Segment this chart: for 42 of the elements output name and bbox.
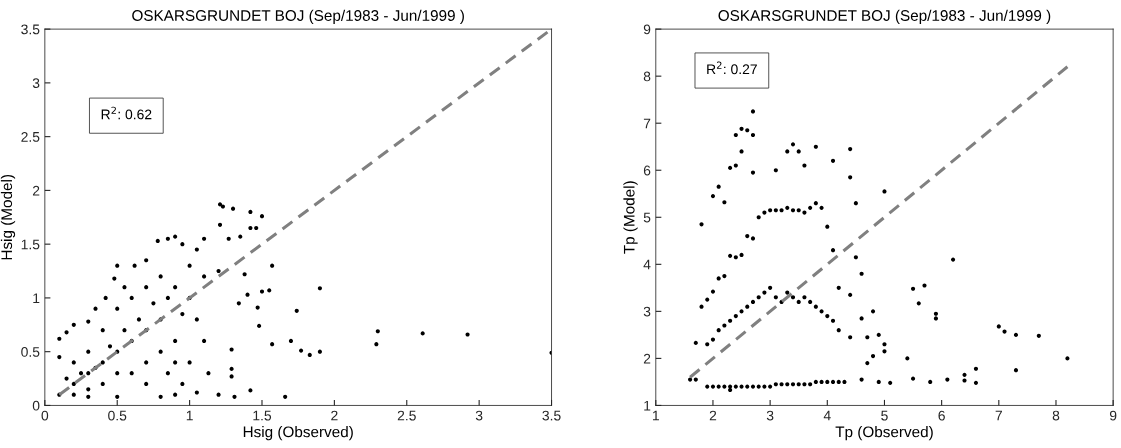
x-tick-label: 5 [881,410,888,421]
x-tick-label: 3.5 [542,410,561,421]
x-tick-label: 3 [766,410,774,421]
y-tick-label: 2.5 [21,131,40,142]
x-tick-label: 8 [1052,410,1060,421]
x-tick-label: 6 [938,410,945,421]
x-tick-label: 2 [709,410,717,421]
y-tick-label: 1 [644,400,651,411]
y-tick-label: 4 [643,259,651,270]
x-tick-label: 1.5 [253,410,272,421]
y-tick-label: 0 [32,400,40,411]
x-tick-label: 1 [186,410,193,421]
y-tick-label: 8 [643,71,651,82]
x-tick-label: 9 [1109,410,1117,421]
x-axis-title: Tp (Observed) [835,426,933,441]
x-tick-label: 1 [652,410,659,421]
annotation: R$^{2}$: 0.27 [707,61,757,75]
x-tick-label: 0 [41,410,49,421]
x-axis-title: Hsig (Observed) [243,426,353,441]
y-tick-label: 6 [643,165,651,176]
y-tick-label: 3 [643,306,651,317]
y-tick-label: 5 [643,212,651,223]
chart-title: OSKARSGRUNDET BOJ (Sep/1983 - Jun/1999 ) [718,9,1051,24]
y-tick-label: 1 [33,293,40,303]
x-tick-label: 4 [823,410,831,421]
y-tick-label: 9 [643,24,651,35]
x-tick-label: 2 [331,410,338,421]
y-tick-label: 7 [643,118,651,129]
y-axis-title: Tp (Model) [623,181,638,254]
y-tick-label: 2 [32,185,40,196]
x-tick-label: 0.5 [108,410,127,421]
x-tick-label: 2.5 [397,410,416,421]
x-tick-label: 3 [475,410,483,421]
annotation: R$^{2}$: 0.62 [101,106,152,120]
y-tick-label: 1.5 [21,239,40,250]
y-tick-label: 3 [32,78,40,89]
chart-title: OSKARSGRUNDET BOJ (Sep/1983 - Jun/1999 ) [132,9,464,24]
y-tick-label: 2 [643,353,651,364]
y-axis-title: Hsig (Model) [0,174,16,260]
x-tick-label: 7 [995,410,1002,421]
y-tick-label: 0.5 [21,347,40,357]
y-tick-label: 3.5 [21,24,40,35]
